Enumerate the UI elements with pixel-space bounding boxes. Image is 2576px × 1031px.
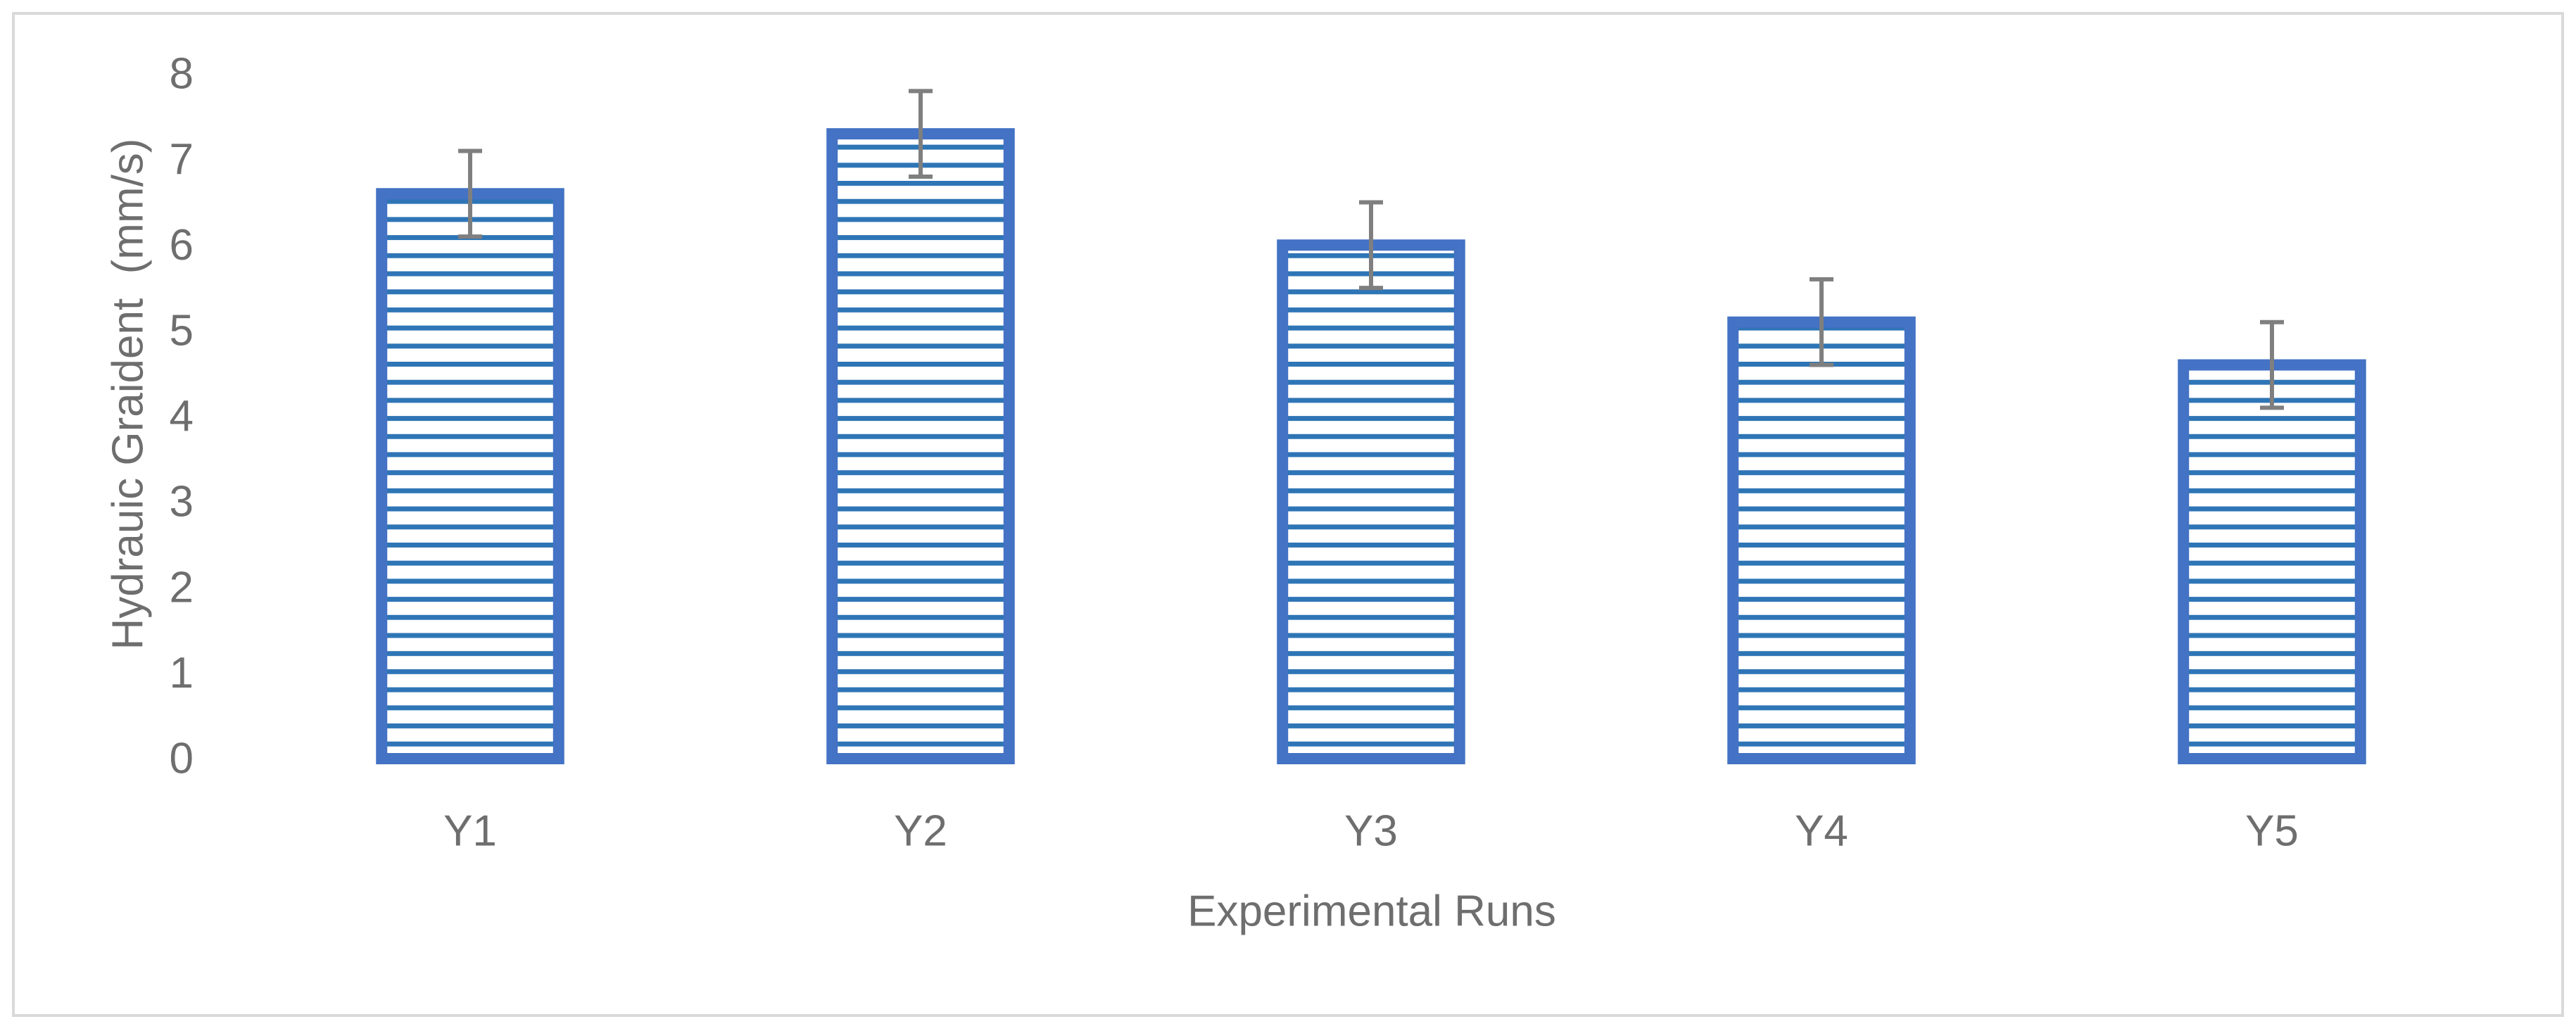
y-tick-label: 2 [170,563,194,612]
bar-y2 [826,128,1015,764]
y-tick-label: 3 [170,478,194,526]
y-tick-label: 5 [170,306,194,355]
y-tick-label: 0 [170,735,194,783]
bar-y1 [376,188,564,764]
y-axis-title: Hydrauic Graident (mm/s) [104,139,153,650]
y-tick-label: 4 [170,392,194,441]
x-tick-label: Y2 [894,807,947,856]
y-tick-label: 6 [170,221,194,270]
x-axis-title: Experimental Runs [1187,887,1556,936]
y-axis-tick-labels: 0 1 2 3 4 5 6 7 8 [170,50,194,783]
bar-y4 [1727,316,1916,764]
y-tick-label: 8 [170,50,194,99]
bar-y5 [2178,359,2366,764]
y-tick-label: 7 [170,135,194,184]
bar-y3 [1277,239,1465,764]
x-tick-label: Y1 [443,807,497,856]
error-bars [458,89,2284,410]
x-axis-tick-labels: Y1 Y2 Y3 Y4 Y5 [443,807,2299,856]
x-tick-label: Y4 [1795,807,1848,856]
x-tick-label: Y3 [1344,807,1398,856]
x-tick-label: Y5 [2245,807,2299,856]
y-tick-label: 1 [170,649,194,697]
